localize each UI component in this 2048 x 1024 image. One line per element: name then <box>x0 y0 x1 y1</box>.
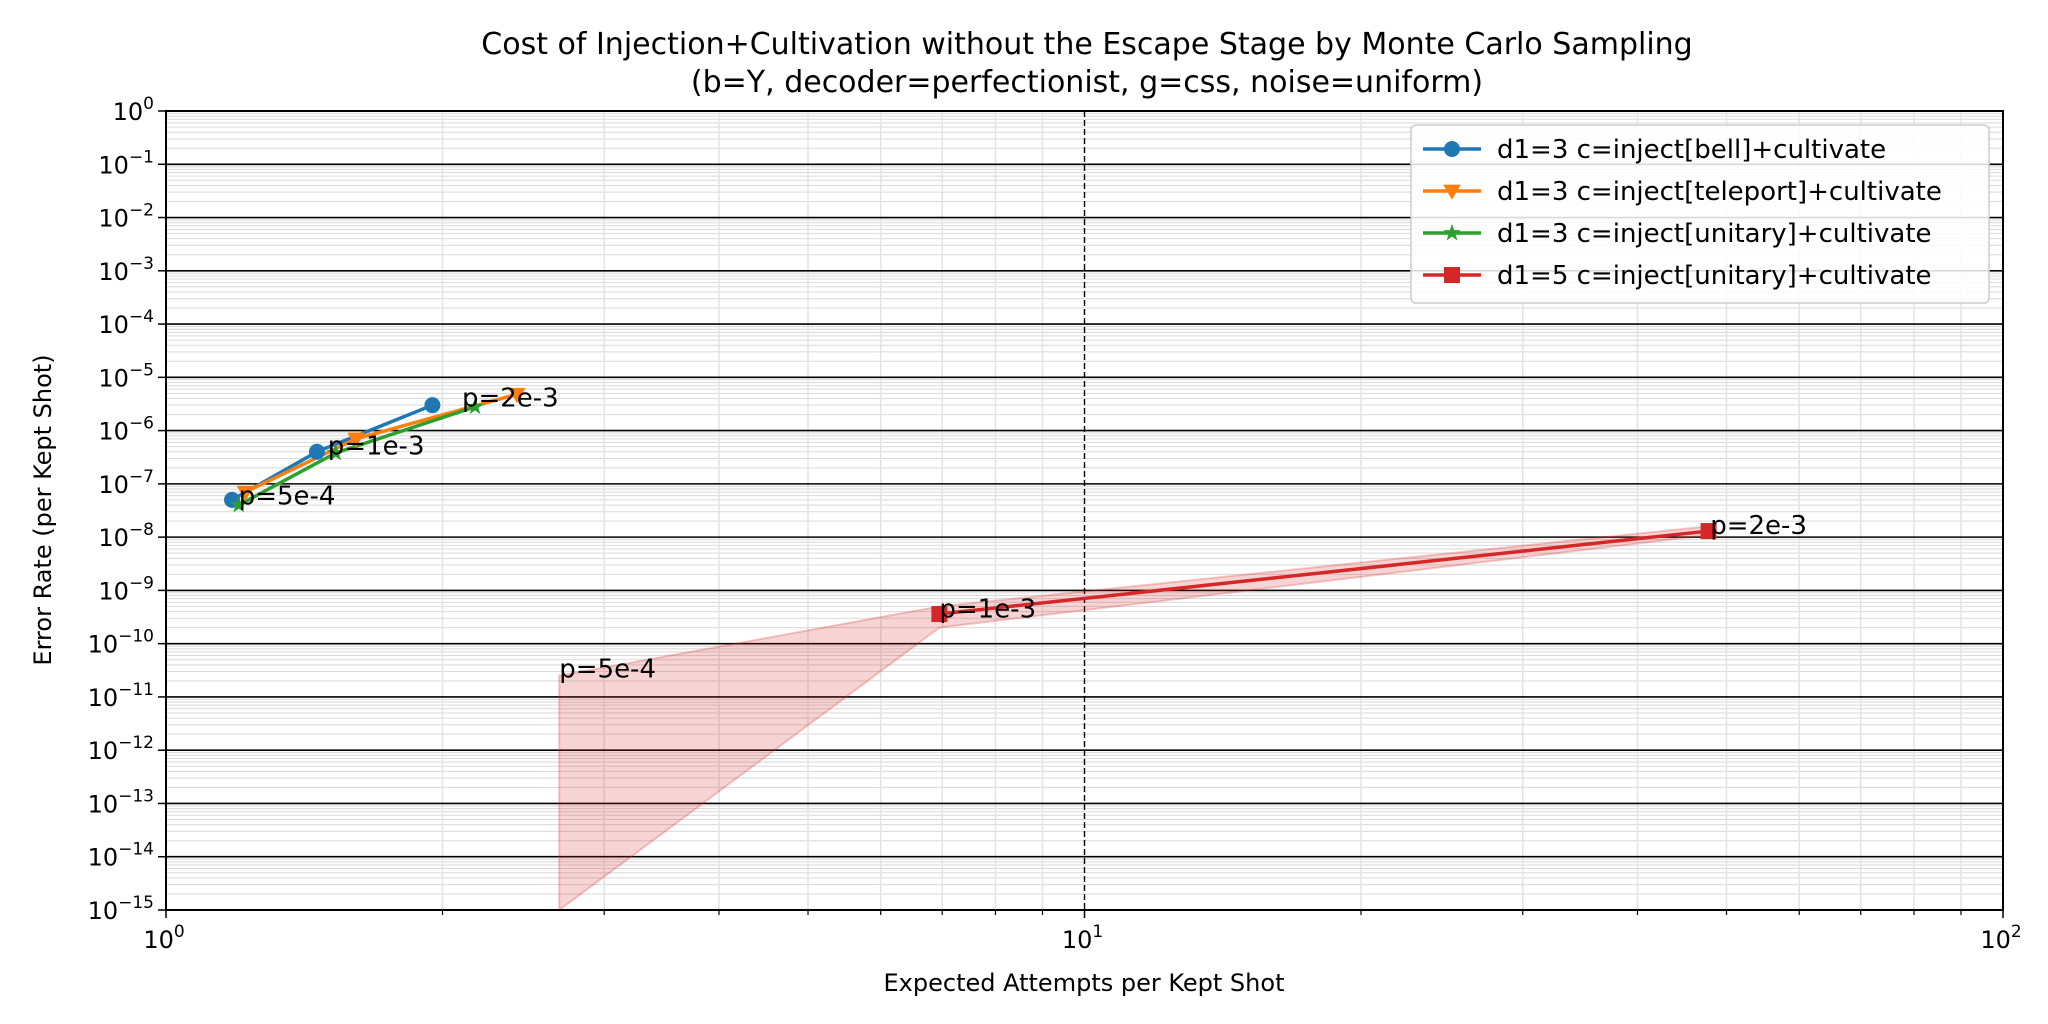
point-annotation: p=1e-3 <box>939 594 1036 624</box>
data-point-0-1 <box>308 443 325 460</box>
x-axis-label: Expected Attempts per Kept Shot <box>884 969 1285 997</box>
legend-entry: d1=3 c=inject[bell]+cultivate <box>1423 135 1886 165</box>
tick-label-y: 10−13 <box>88 786 154 818</box>
legend-marker <box>1443 184 1461 200</box>
point-annotation: p=1e-3 <box>328 432 425 462</box>
data-point-2-2 <box>466 397 484 415</box>
legend-box <box>1410 124 1990 304</box>
data-point-0-2 <box>424 397 441 414</box>
legend-label: d1=3 c=inject[bell]+cultivate <box>1497 135 1886 165</box>
annotations: p=2e-3 p=1e-3 p=5e-4 p=2e-3 p=1e-3 p=5e-4 <box>239 383 1807 684</box>
tick-label-y: 10−6 <box>98 414 154 446</box>
point-annotation: p=2e-3 <box>462 383 559 413</box>
data-point-2-1 <box>326 443 345 461</box>
legend-marker <box>1444 141 1460 157</box>
legend-marker <box>1444 267 1460 283</box>
legend: d1=3 c=inject[bell]+cultivate d1=3 c=inje… <box>1410 124 1990 304</box>
legend-entry: d1=3 c=inject[teleport]+cultivate <box>1423 177 1942 207</box>
tick-label-y: 100 <box>113 94 154 126</box>
tick-label-y: 10−15 <box>88 893 154 925</box>
chart-title: Cost of Injection+Cultivation without th… <box>481 27 1692 62</box>
data-point-3-0 <box>931 606 948 623</box>
point-annotation: p=5e-4 <box>559 655 656 685</box>
legend-label: d1=5 c=inject[unitary]+cultivate <box>1497 261 1932 291</box>
data-point-1-0 <box>236 485 255 501</box>
legend-label: d1=3 c=inject[unitary]+cultivate <box>1497 219 1932 249</box>
tick-label-y: 10−10 <box>88 627 154 659</box>
point-annotation: p=5e-4 <box>239 482 336 512</box>
tick-label-y: 10−3 <box>98 254 154 286</box>
tick-label-y: 10−2 <box>98 201 154 233</box>
tick-label-y: 10−14 <box>88 840 154 872</box>
y-axis-label: Error Rate (per Kept Shot) <box>29 354 57 665</box>
chart-subtitle: (b=Y, decoder=perfectionist, g=css, nois… <box>691 65 1483 100</box>
data-point-3-1 <box>1700 523 1717 540</box>
point-annotation: p=2e-3 <box>1710 511 1807 541</box>
series-markers <box>224 387 1717 623</box>
legend-entry: d1=3 c=inject[unitary]+cultivate <box>1423 219 1932 249</box>
tick-label-y: 10−1 <box>98 147 154 179</box>
legend-label: d1=3 c=inject[teleport]+cultivate <box>1497 177 1942 207</box>
data-point-1-1 <box>347 432 365 448</box>
tick-label-y: 10−4 <box>98 307 154 339</box>
series-line-3 <box>939 529 1709 616</box>
tick-label-y: 10−12 <box>88 733 154 765</box>
series-lines <box>231 392 1709 616</box>
tick-label-y: 10−11 <box>88 680 154 712</box>
data-point-2-0 <box>229 495 248 513</box>
tick-label-y: 10−7 <box>98 467 154 499</box>
tick-label-y: 10−5 <box>98 360 154 392</box>
tick-label-x: 102 <box>1980 922 2021 954</box>
legend-marker <box>1443 223 1461 241</box>
axis-ticks: 100 10−1 10−2 10−3 10−4 10−5 10−6 10−7 10−8 10−9 1… <box>88 94 2022 954</box>
data-point-1-2 <box>508 387 526 404</box>
legend-entry: d1=5 c=inject[unitary]+cultivate <box>1423 261 1932 291</box>
tick-label-y: 10−8 <box>98 520 154 552</box>
tick-label-x: 100 <box>143 922 184 954</box>
tick-label-x: 101 <box>1062 922 1103 954</box>
tick-label-y: 10−9 <box>98 573 154 605</box>
